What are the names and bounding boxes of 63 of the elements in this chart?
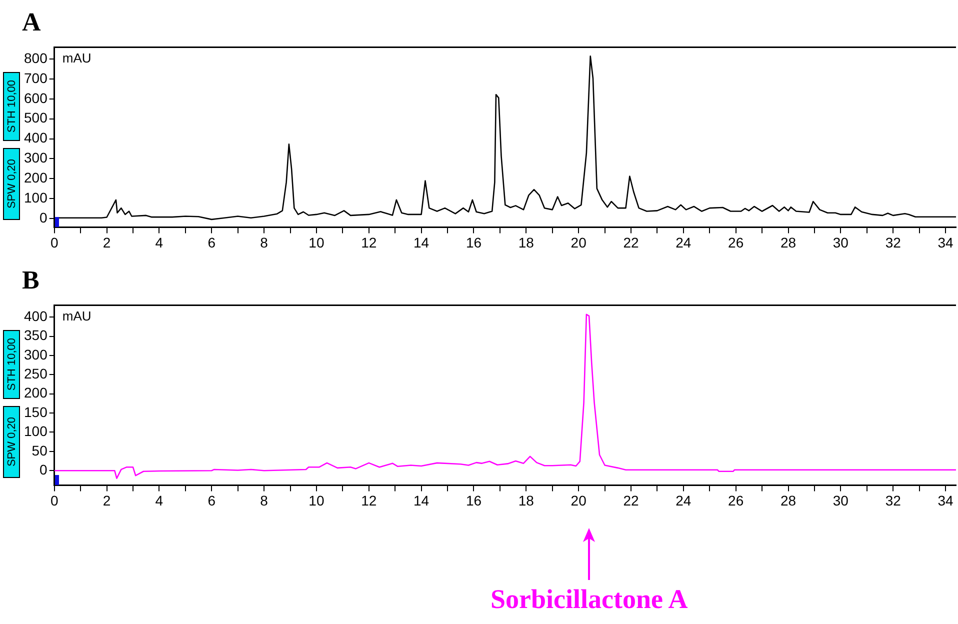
x-tick-label: 8 — [260, 492, 268, 508]
x-tick-label: 2 — [102, 492, 111, 508]
x-tick-label: 26 — [728, 234, 744, 250]
x-tick-label: 10 — [308, 234, 324, 250]
x-tick-label: 20 — [570, 234, 587, 250]
x-tick-label: 34 — [938, 492, 954, 508]
text: SPW 0,20 — [6, 417, 18, 467]
y-tick-label: 250 — [24, 366, 48, 382]
y-tick-label: 600 — [24, 90, 48, 106]
chart-title: B — [22, 265, 40, 294]
x-tick-label: 0 — [50, 234, 58, 250]
x-tick-label: 0 — [50, 492, 58, 508]
x-tick-label: 16 — [466, 234, 482, 250]
x-tick-label: 24 — [676, 492, 692, 508]
x-tick-label: 28 — [780, 234, 796, 250]
x-tick-label: 16 — [466, 492, 482, 508]
x-tick-label: 10 — [308, 492, 324, 508]
x-tick-label: 8 — [260, 234, 268, 250]
y-tick-label: 300 — [24, 150, 48, 166]
y-axis-title: mAU — [62, 308, 92, 324]
x-tick-label: 18 — [518, 492, 534, 508]
y-tick-label: 800 — [24, 50, 48, 66]
text: STH 10,00 — [6, 80, 18, 133]
y-axis-title: mAU — [62, 50, 92, 66]
x-tick-label: 6 — [208, 234, 216, 250]
y-tick-label: 0 — [40, 461, 48, 478]
x-tick-label: 30 — [832, 234, 849, 250]
y-tick-label: 100 — [24, 189, 48, 206]
x-tick-label: 24 — [676, 234, 692, 250]
y-tick-label: 100 — [24, 423, 48, 440]
x-tick-label: 12 — [361, 234, 377, 250]
y-tick-label: 400 — [24, 308, 48, 324]
x-tick-label: 28 — [780, 492, 796, 508]
y-tick-label: 300 — [24, 346, 48, 362]
x-tick-label: 14 — [414, 234, 430, 250]
x-tick-label: 12 — [361, 492, 377, 508]
y-tick-label: 200 — [24, 169, 48, 186]
x-tick-label: 14 — [414, 492, 430, 508]
text: STH 10,00 — [6, 338, 18, 391]
x-tick-label: 20 — [570, 492, 587, 508]
text: SPW 0,20 — [6, 159, 18, 209]
x-tick-label: 4 — [155, 234, 164, 250]
x-tick-label: 18 — [518, 234, 534, 250]
x-tick-label: 30 — [832, 492, 849, 508]
y-tick-label: 50 — [32, 442, 48, 458]
y-tick-label: 400 — [24, 130, 48, 146]
x-tick-label: 26 — [728, 492, 744, 508]
y-tick-label: 200 — [24, 384, 48, 401]
x-tick-label: 4 — [155, 492, 164, 508]
x-tick-label: 32 — [885, 492, 902, 508]
y-tick-label: 500 — [24, 110, 48, 126]
x-tick-label: 22 — [623, 234, 639, 250]
x-tick-label: 6 — [208, 492, 216, 508]
y-tick-label: 700 — [24, 70, 48, 86]
chart-title: A — [22, 7, 41, 36]
x-tick-label: 34 — [938, 234, 954, 250]
text: Sorbicillactone A — [490, 584, 688, 615]
y-tick-label: 0 — [40, 209, 48, 226]
y-tick-label: 150 — [24, 404, 48, 420]
y-tick-label: 350 — [24, 327, 48, 344]
x-tick-label: 32 — [885, 234, 902, 250]
x-tick-label: 2 — [102, 234, 111, 250]
x-tick-label: 22 — [623, 492, 639, 508]
